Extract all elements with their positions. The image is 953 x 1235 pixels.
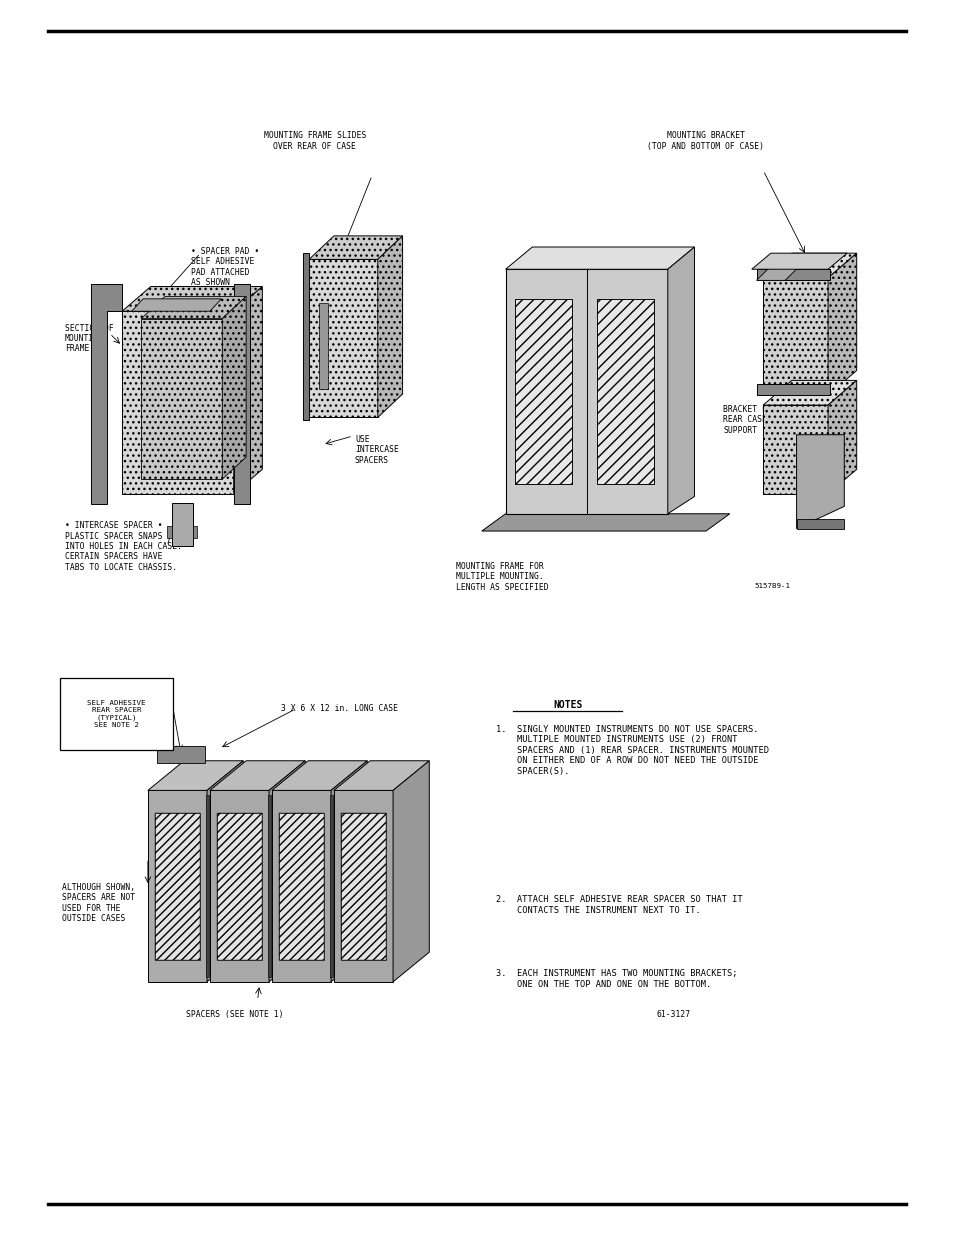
Polygon shape [756,264,801,280]
Polygon shape [157,746,205,763]
Bar [597,299,654,484]
Polygon shape [762,405,827,494]
Bar [216,813,262,960]
Polygon shape [148,761,243,790]
Polygon shape [148,790,207,982]
Polygon shape [141,319,222,479]
Polygon shape [309,259,377,417]
Text: MOUNTING BRACKET
(TOP AND BOTTOM OF CASE): MOUNTING BRACKET (TOP AND BOTTOM OF CASE… [647,131,763,151]
Polygon shape [141,296,246,319]
Bar [515,299,572,484]
Bar [515,299,572,484]
Polygon shape [122,287,262,311]
Polygon shape [762,253,856,278]
Polygon shape [481,514,729,531]
Text: ALTHOUGH SHOWN,
SPACERS ARE NOT
USED FOR THE
OUTSIDE CASES: ALTHOUGH SHOWN, SPACERS ARE NOT USED FOR… [62,883,135,924]
Polygon shape [233,284,250,504]
Bar [154,813,200,960]
Text: 3.  EACH INSTRUMENT HAS TWO MOUNTING BRACKETS;
    ONE ON THE TOP AND ONE ON THE: 3. EACH INSTRUMENT HAS TWO MOUNTING BRAC… [496,969,737,989]
Text: MOUNTING FRAME FOR
MULTIPLE MOUNTING.
LENGTH AS SPECIFIED: MOUNTING FRAME FOR MULTIPLE MOUNTING. LE… [456,562,548,592]
Polygon shape [796,519,843,529]
Polygon shape [222,296,246,479]
Polygon shape [210,790,269,982]
Bar [303,253,309,420]
Bar [205,795,209,977]
Polygon shape [756,384,829,395]
Text: BRACKET FOR
REAR CASE
SUPPORT: BRACKET FOR REAR CASE SUPPORT [722,405,776,435]
Bar [318,303,328,389]
Bar [340,813,386,960]
Polygon shape [269,761,305,982]
Bar [329,795,334,977]
Polygon shape [796,435,843,529]
Polygon shape [331,761,367,982]
Text: • INTERCASE SPACER •
PLASTIC SPACER SNAPS
INTO HOLES IN EACH CASE.
CERTAIN SPACE: • INTERCASE SPACER • PLASTIC SPACER SNAP… [65,521,182,572]
Text: USE
INTERCASE
SPACERS: USE INTERCASE SPACERS [355,435,398,464]
Text: NOTES: NOTES [553,700,581,710]
Polygon shape [91,284,122,504]
Polygon shape [233,287,262,494]
Polygon shape [334,790,393,982]
Text: 61-3127: 61-3127 [656,1010,690,1019]
Text: MOUNTING FRAME SLIDES
OVER REAR OF CASE: MOUNTING FRAME SLIDES OVER REAR OF CASE [263,131,366,151]
Bar [216,813,262,960]
Polygon shape [309,236,402,259]
Bar [60,678,172,750]
Polygon shape [751,253,846,269]
Polygon shape [377,236,402,417]
Polygon shape [272,790,331,982]
Polygon shape [272,761,367,790]
Text: 2.  ATTACH SELF ADHESIVE REAR SPACER SO THAT IT
    CONTACTS THE INSTRUMENT NEXT: 2. ATTACH SELF ADHESIVE REAR SPACER SO T… [496,895,742,915]
Polygon shape [667,247,694,514]
Polygon shape [762,278,827,395]
Bar [340,813,386,960]
Polygon shape [827,380,856,494]
Polygon shape [122,311,233,494]
Bar [154,813,200,960]
Polygon shape [762,380,856,405]
Bar [278,813,324,960]
Polygon shape [132,299,221,311]
Polygon shape [207,761,243,982]
Text: 1.  SINGLY MOUNTED INSTRUMENTS DO NOT USE SPACERS.
    MULTIPLE MOUNTED INSTRUME: 1. SINGLY MOUNTED INSTRUMENTS DO NOT USE… [496,725,768,776]
Polygon shape [827,253,856,395]
Polygon shape [210,761,305,790]
Polygon shape [505,269,667,514]
Bar [167,526,172,538]
Bar [267,795,272,977]
Polygon shape [756,269,829,280]
Bar [278,813,324,960]
Text: SPACERS (SEE NOTE 1): SPACERS (SEE NOTE 1) [186,1010,283,1019]
Text: 5157B9-1: 5157B9-1 [754,583,790,589]
Polygon shape [505,247,694,269]
Bar [193,526,197,538]
Bar [597,299,654,484]
Polygon shape [393,761,429,982]
Text: 3 X 6 X 12 in. LONG CASE: 3 X 6 X 12 in. LONG CASE [281,704,398,714]
Polygon shape [334,761,429,790]
Text: SECTION OF
MOUNTING
FRAME: SECTION OF MOUNTING FRAME [65,324,113,353]
Text: SELF ADHESIVE
REAR SPACER
(TYPICAL)
SEE NOTE 2: SELF ADHESIVE REAR SPACER (TYPICAL) SEE … [87,700,146,727]
Text: • SPACER PAD •
SELF ADHESIVE
PAD ATTACHED
AS SHOWN: • SPACER PAD • SELF ADHESIVE PAD ATTACHE… [191,247,259,288]
Bar [172,503,193,546]
